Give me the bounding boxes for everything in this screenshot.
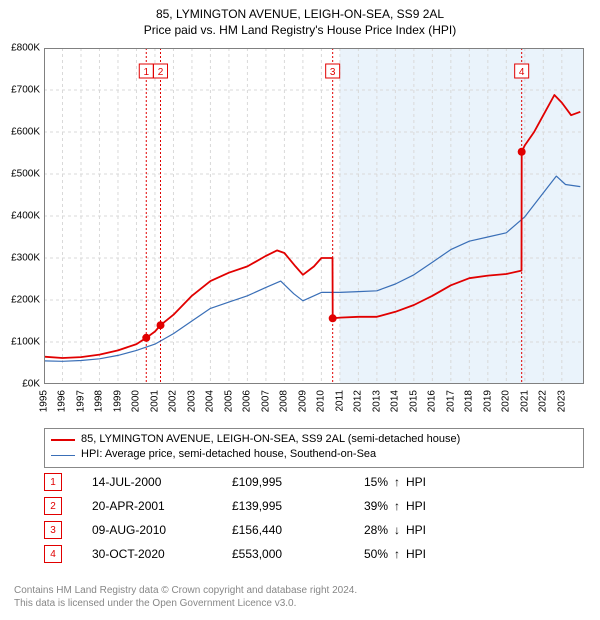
x-tick-label: 2022	[538, 390, 549, 412]
y-tick-label: £0K	[22, 379, 40, 390]
transaction-price: £109,995	[232, 475, 342, 489]
x-tick-label: 2009	[297, 390, 308, 412]
x-tick-label: 2021	[519, 390, 530, 412]
transaction-price: £553,000	[232, 547, 342, 561]
transaction-arrow-icon: ↑	[388, 499, 406, 513]
legend-label: HPI: Average price, semi-detached house,…	[81, 447, 376, 462]
chart-titles: 85, LYMINGTON AVENUE, LEIGH-ON-SEA, SS9 …	[0, 0, 600, 38]
y-tick-label: £400K	[11, 211, 40, 222]
footer-line-1: Contains HM Land Registry data © Crown c…	[14, 584, 357, 597]
x-tick-label: 1997	[75, 390, 86, 412]
x-tick-label: 2019	[482, 390, 493, 412]
x-tick-label: 2011	[334, 390, 345, 412]
transaction-arrow-icon: ↑	[388, 475, 406, 489]
x-tick-label: 2013	[371, 390, 382, 412]
transaction-price: £156,440	[232, 523, 342, 537]
transaction-pct: 28%	[342, 523, 388, 537]
transaction-row: 4 30-OCT-2020£553,00050%↑HPI	[44, 542, 584, 566]
x-tick-label: 2014	[390, 390, 401, 412]
transaction-marker: 3	[44, 521, 62, 539]
transaction-date: 09-AUG-2010	[92, 523, 232, 537]
y-tick-label: £800K	[11, 43, 40, 54]
x-tick-label: 2012	[353, 390, 364, 412]
transaction-marker: 2	[44, 497, 62, 515]
legend-box: 85, LYMINGTON AVENUE, LEIGH-ON-SEA, SS9 …	[44, 428, 584, 468]
legend-label: 85, LYMINGTON AVENUE, LEIGH-ON-SEA, SS9 …	[81, 432, 460, 447]
x-tick-label: 1996	[57, 390, 68, 412]
x-tick-label: 2006	[242, 390, 253, 412]
x-tick-label: 2007	[260, 390, 271, 412]
x-tick-label: 2008	[279, 390, 290, 412]
x-tick-label: 1999	[112, 390, 123, 412]
transaction-pct: 15%	[342, 475, 388, 489]
y-tick-label: £100K	[11, 337, 40, 348]
transaction-row: 1 14-JUL-2000£109,99515%↑HPI	[44, 470, 584, 494]
svg-text:1: 1	[143, 67, 149, 78]
y-tick-label: £500K	[11, 169, 40, 180]
transaction-price: £139,995	[232, 499, 342, 513]
transaction-marker: 4	[44, 545, 62, 563]
legend-row: HPI: Average price, semi-detached house,…	[51, 447, 577, 462]
transaction-marker: 1	[44, 473, 62, 491]
footer-text: Contains HM Land Registry data © Crown c…	[14, 584, 357, 610]
svg-text:4: 4	[519, 67, 525, 78]
transaction-date: 14-JUL-2000	[92, 475, 232, 489]
title-line-2: Price paid vs. HM Land Registry's House …	[0, 22, 600, 38]
transaction-hpi-label: HPI	[406, 523, 446, 537]
legend-line-swatch	[51, 455, 75, 456]
transactions-table: 114-JUL-2000£109,99515%↑HPI220-APR-2001£…	[44, 470, 584, 566]
x-tick-label: 2005	[223, 390, 234, 412]
x-tick-label: 2017	[445, 390, 456, 412]
transaction-arrow-icon: ↓	[388, 523, 406, 537]
transaction-hpi-label: HPI	[406, 499, 446, 513]
x-tick-label: 1995	[39, 390, 50, 412]
x-tick-label: 2010	[316, 390, 327, 412]
x-tick-label: 1998	[94, 390, 105, 412]
transaction-pct: 39%	[342, 499, 388, 513]
title-line-1: 85, LYMINGTON AVENUE, LEIGH-ON-SEA, SS9 …	[0, 6, 600, 22]
x-tick-label: 2000	[131, 390, 142, 412]
x-tick-label: 2018	[464, 390, 475, 412]
transaction-date: 20-APR-2001	[92, 499, 232, 513]
svg-text:3: 3	[330, 67, 336, 78]
transaction-row: 2 20-APR-2001£139,99539%↑HPI	[44, 494, 584, 518]
x-tick-label: 2023	[556, 390, 567, 412]
transaction-hpi-label: HPI	[406, 547, 446, 561]
x-tick-label: 2003	[186, 390, 197, 412]
chart-area: 1234 £0K£100K£200K£300K£400K£500K£600K£7…	[44, 48, 584, 384]
transaction-date: 30-OCT-2020	[92, 547, 232, 561]
x-tick-label: 2002	[168, 390, 179, 412]
x-tick-label: 2015	[408, 390, 419, 412]
transaction-row: 3 09-AUG-2010£156,44028%↓HPI	[44, 518, 584, 542]
y-tick-label: £600K	[11, 127, 40, 138]
footer-line-2: This data is licensed under the Open Gov…	[14, 597, 357, 610]
x-tick-label: 2001	[149, 390, 160, 412]
x-tick-label: 2020	[501, 390, 512, 412]
legend-row: 85, LYMINGTON AVENUE, LEIGH-ON-SEA, SS9 …	[51, 432, 577, 447]
x-tick-label: 2004	[205, 390, 216, 412]
chart-svg: 12 3 4	[44, 48, 584, 384]
x-tick-label: 2016	[427, 390, 438, 412]
transaction-hpi-label: HPI	[406, 475, 446, 489]
transaction-arrow-icon: ↑	[388, 547, 406, 561]
y-tick-label: £200K	[11, 295, 40, 306]
y-tick-label: £300K	[11, 253, 40, 264]
svg-text:2: 2	[158, 67, 164, 78]
legend-line-swatch	[51, 439, 75, 441]
y-tick-label: £700K	[11, 85, 40, 96]
transaction-pct: 50%	[342, 547, 388, 561]
